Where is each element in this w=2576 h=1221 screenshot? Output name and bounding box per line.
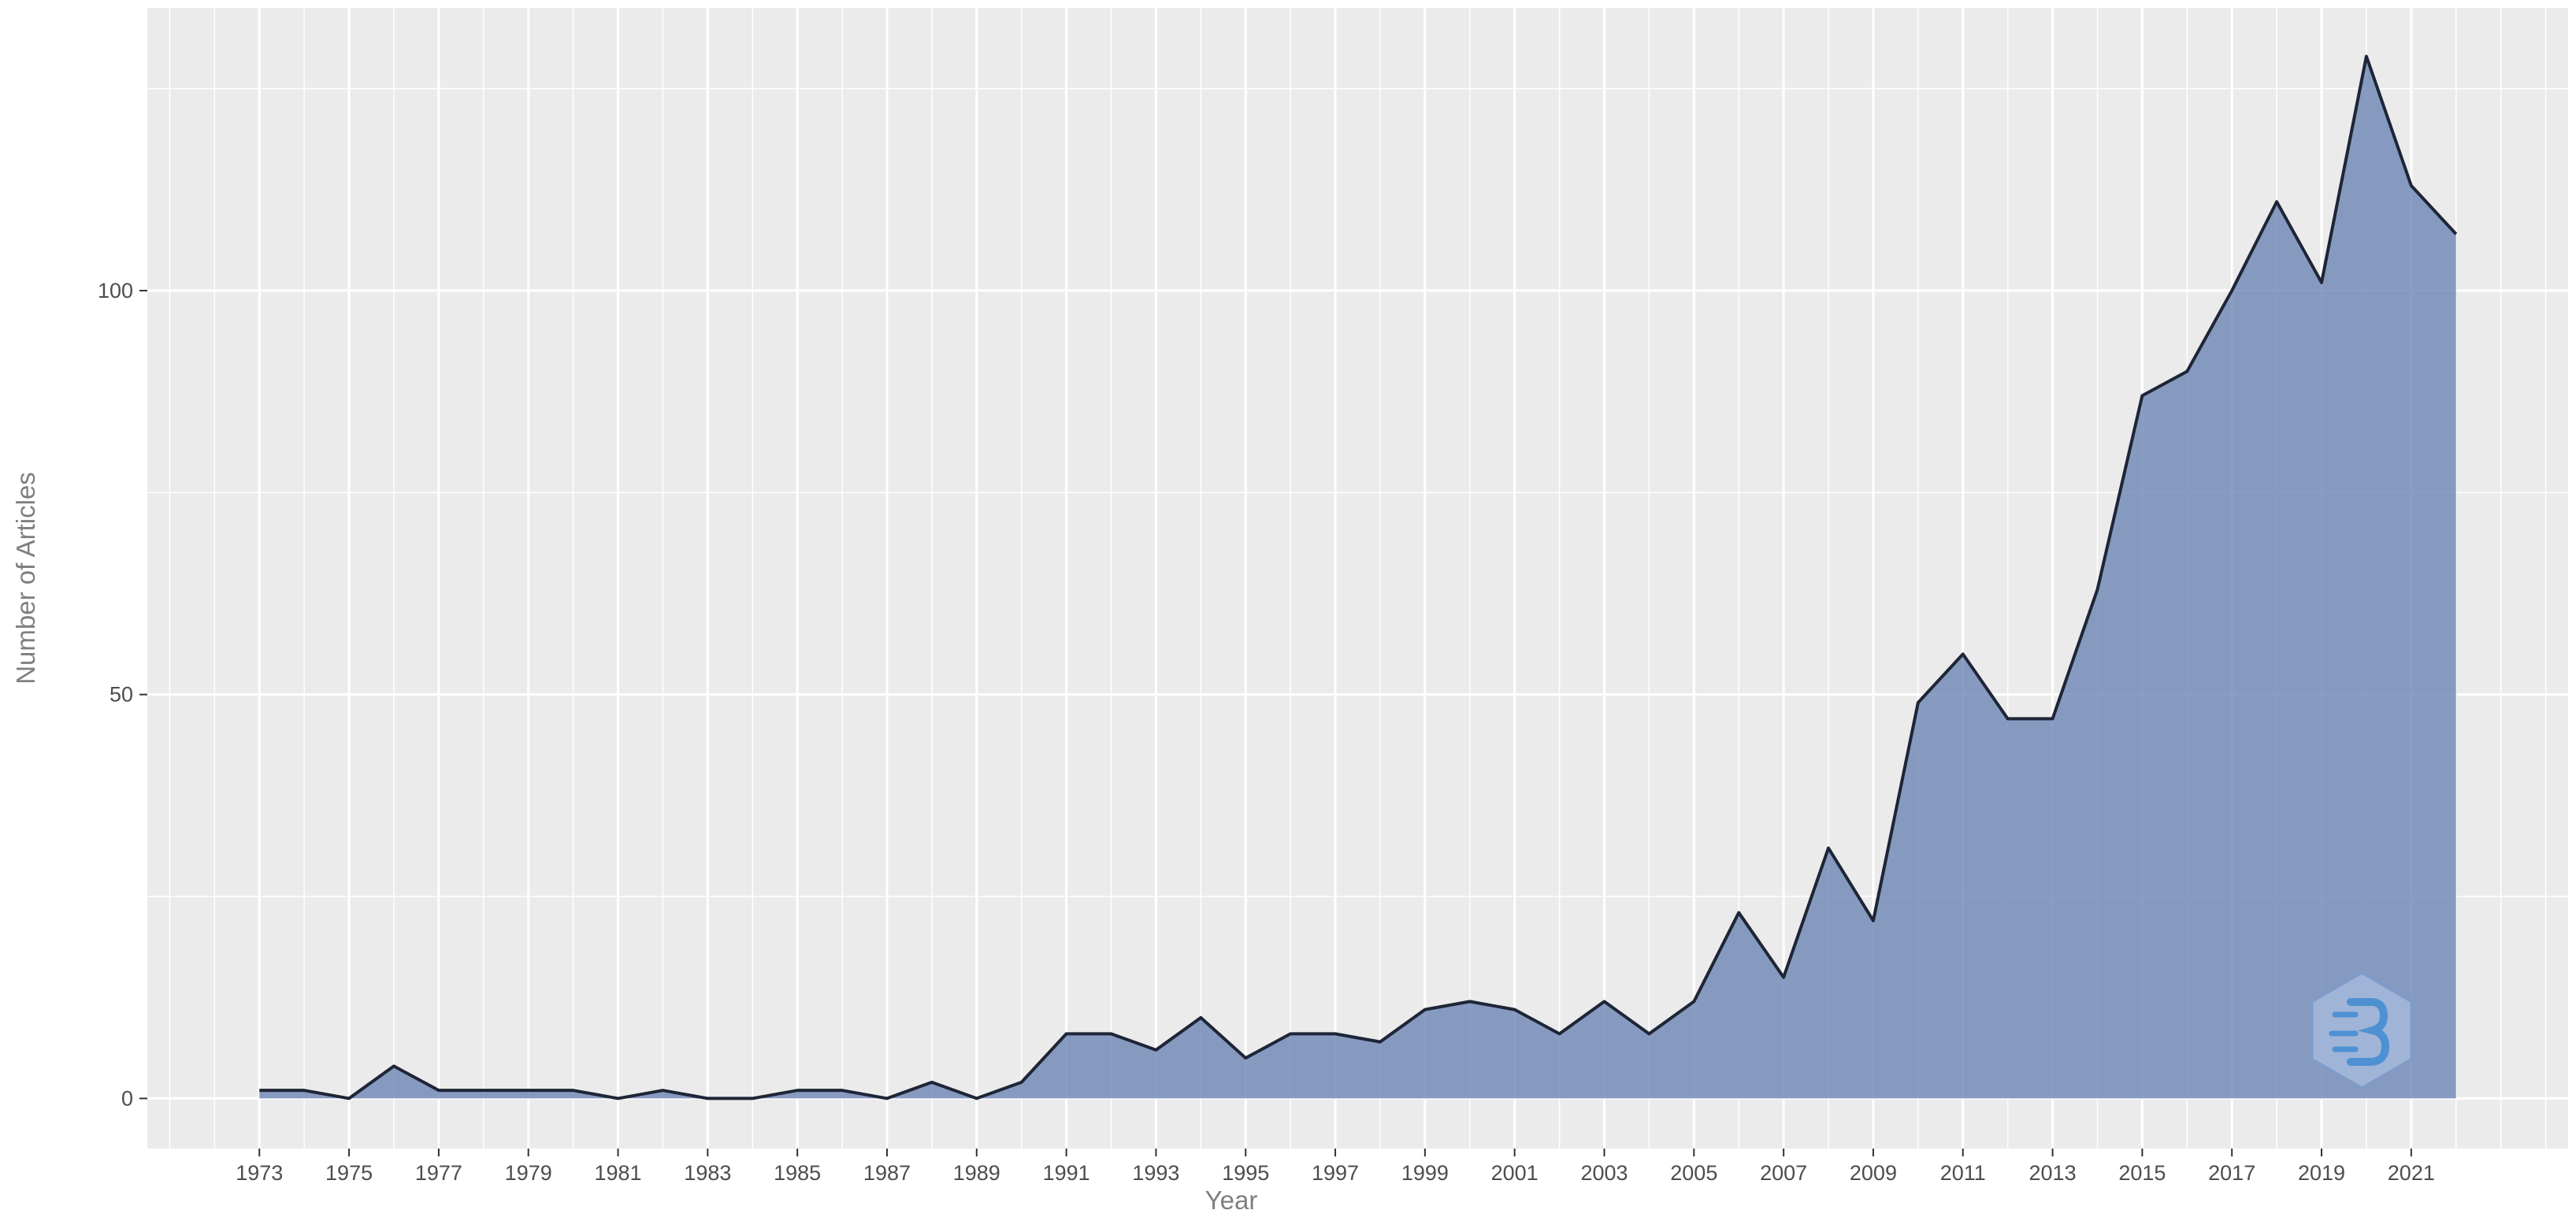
x-tick-label: 1985 [774, 1161, 821, 1185]
series-line [259, 54, 2458, 1100]
x-tick-label: 2021 [2388, 1161, 2435, 1185]
x-tick-label: 1987 [863, 1161, 911, 1185]
y-axis-title: Number of Articles [11, 472, 40, 685]
x-tick-label: 2015 [2118, 1161, 2166, 1185]
major-gridlines [147, 8, 2568, 1149]
bibliometrix-logo [2309, 970, 2415, 1091]
x-tick-label: 2007 [1760, 1161, 1807, 1185]
x-tick-label: 1997 [1312, 1161, 1359, 1185]
y-tick-label: 50 [109, 683, 133, 707]
x-tick-label: 1991 [1043, 1161, 1090, 1185]
x-tick-label: 1981 [594, 1161, 641, 1185]
x-tick-label: 2017 [2208, 1161, 2255, 1185]
x-axis: 1973 1975 1977 1979 1981 1983 1985 1987 1989 1991… [236, 1149, 2435, 1185]
x-tick-label: 2003 [1580, 1161, 1628, 1185]
x-tick-label: 1989 [953, 1161, 1000, 1185]
x-tick-label: 1995 [1222, 1161, 1269, 1185]
x-tick-label: 1999 [1401, 1161, 1449, 1185]
y-axis: 0 50 100 [98, 279, 147, 1110]
x-tick-label: 1983 [684, 1161, 731, 1185]
x-tick-label: 2011 [1940, 1161, 1986, 1185]
x-tick-label: 2013 [2029, 1161, 2077, 1185]
y-tick-label: 0 [121, 1086, 133, 1110]
x-tick-label: 1973 [236, 1161, 283, 1185]
x-tick-label: 1977 [415, 1161, 462, 1185]
y-tick-label: 100 [98, 279, 133, 302]
x-tick-label: 1979 [505, 1161, 552, 1185]
x-tick-label: 1975 [325, 1161, 373, 1185]
x-tick-label: 2001 [1491, 1161, 1539, 1185]
x-tick-label: 2019 [2298, 1161, 2345, 1185]
x-tick-label: 2005 [1670, 1161, 1717, 1185]
x-axis-title: Year [1205, 1186, 1258, 1215]
x-tick-label: 2009 [1850, 1161, 1897, 1185]
x-tick-label: 1993 [1132, 1161, 1179, 1185]
area-fill [259, 56, 2456, 1099]
